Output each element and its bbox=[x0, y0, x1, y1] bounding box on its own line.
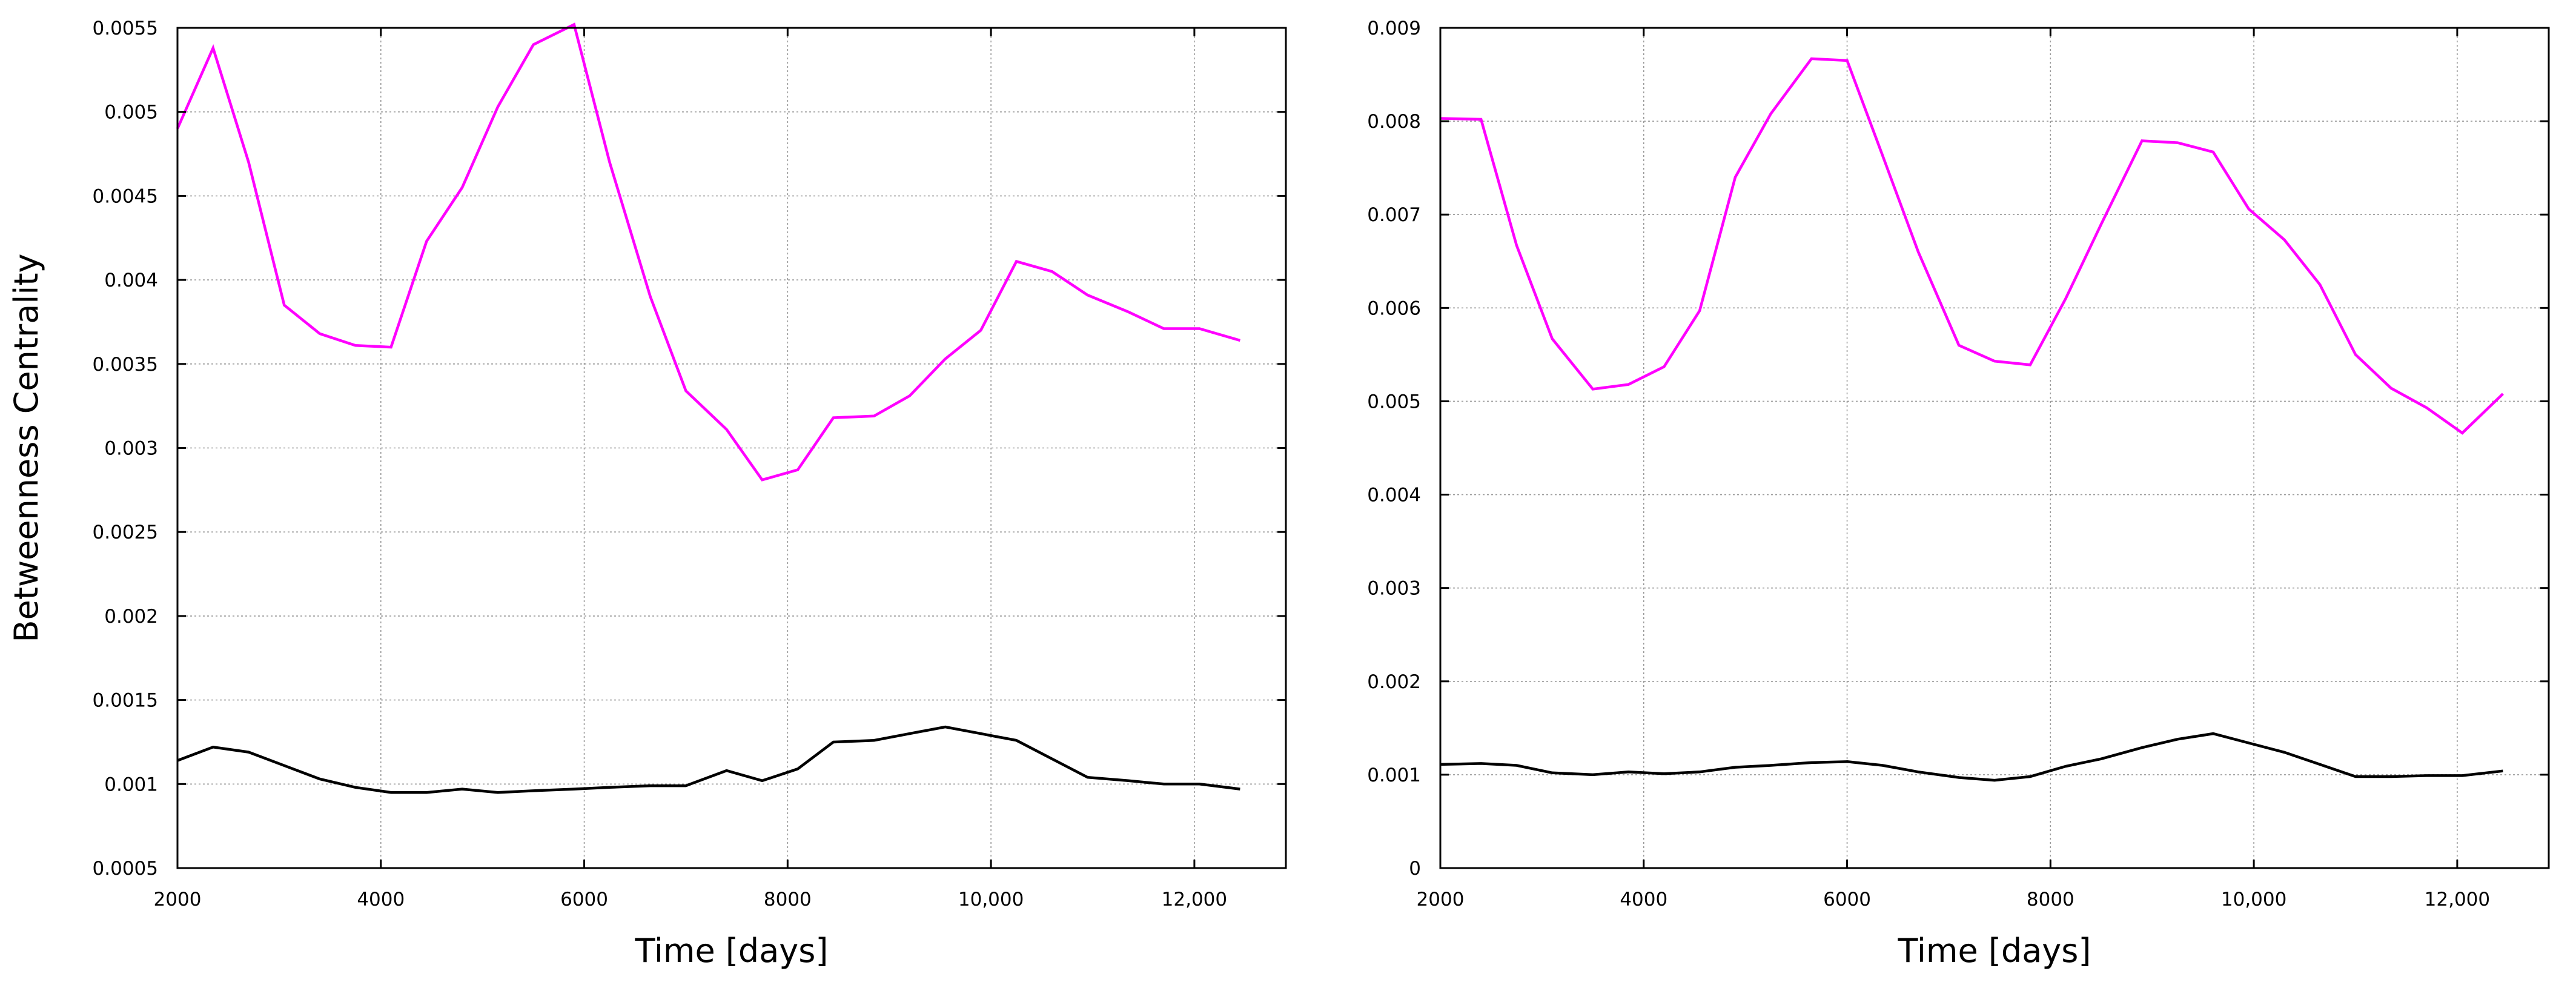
plot-frame-right bbox=[1439, 27, 2550, 869]
x-axis-title-right: Time [days] bbox=[1898, 932, 2091, 970]
y-tick-label: 0.007 bbox=[1367, 204, 1421, 226]
x-tick-label: 4000 bbox=[357, 889, 405, 910]
x-tick-label: 10,000 bbox=[2221, 889, 2286, 910]
x-tick-label: 8000 bbox=[764, 889, 812, 910]
y-tick-label: 0.0025 bbox=[93, 522, 158, 543]
y-tick-label: 0.003 bbox=[1367, 578, 1421, 600]
series-line-magenta bbox=[1440, 57, 2504, 435]
x-tick-labels-right: 2000 4000 6000 8000 10,000 12,000 bbox=[1417, 889, 2491, 910]
y-tick-label: 0.003 bbox=[104, 438, 158, 460]
x-tick-labels-left: 2000 4000 6000 8000 10,000 12,000 bbox=[154, 889, 1228, 910]
y-tick-label: 0.005 bbox=[1367, 391, 1421, 413]
y-tick-label: 0.002 bbox=[1367, 671, 1421, 693]
y-tick-label: 0.001 bbox=[1367, 764, 1421, 786]
x-tick-label: 12,000 bbox=[1162, 889, 1227, 910]
y-tick-label: 0.009 bbox=[1367, 18, 1421, 39]
grid-right bbox=[1440, 28, 2549, 868]
y-tick-label: 0.0035 bbox=[93, 354, 158, 376]
y-tick-label: 0.0045 bbox=[93, 185, 158, 207]
grid-left bbox=[177, 28, 1286, 868]
series-line-magenta bbox=[176, 22, 1241, 482]
series-line-black bbox=[1440, 732, 2503, 782]
y-tick-labels-left: 0.0005 0.001 0.0015 0.002 0.0025 0.003 0.0035 0… bbox=[93, 18, 158, 880]
x-axis-title-left: Time [days] bbox=[635, 932, 829, 970]
y-tick-label: 0.004 bbox=[104, 270, 158, 291]
y-tick-label: 0.004 bbox=[1367, 485, 1421, 506]
y-tick-label: 0.006 bbox=[1367, 297, 1421, 319]
x-tick-label: 8000 bbox=[2027, 889, 2074, 910]
x-tick-label: 6000 bbox=[1823, 889, 1871, 910]
series-group-left bbox=[176, 22, 1241, 794]
y-tick-label: 0.008 bbox=[1367, 111, 1421, 133]
y-tick-label: 0.0005 bbox=[93, 858, 158, 880]
y-tick-label: 0.0015 bbox=[93, 690, 158, 712]
x-tick-label: 12,000 bbox=[2425, 889, 2490, 910]
y-tick-label: 0 bbox=[1409, 858, 1421, 880]
y-tick-labels-right: 0 0.001 0.002 0.003 0.004 0.005 0.006 0.007 0.00… bbox=[1367, 18, 1421, 880]
series-group-right bbox=[1440, 57, 2504, 782]
x-tick-label: 6000 bbox=[560, 889, 608, 910]
series-line-black bbox=[177, 725, 1240, 794]
ticks-left bbox=[176, 27, 1286, 869]
ticks-right bbox=[1439, 27, 2549, 869]
y-tick-label: 0.005 bbox=[104, 102, 158, 124]
x-tick-label: 2000 bbox=[154, 889, 202, 910]
chart-panel-left: 2000 4000 6000 8000 10,000 12,000 0.0005 0.001… bbox=[7, 18, 1287, 970]
x-tick-label: 2000 bbox=[1417, 889, 1465, 910]
y-tick-label: 0.002 bbox=[104, 606, 158, 628]
x-tick-label: 10,000 bbox=[958, 889, 1024, 910]
y-tick-label: 0.001 bbox=[104, 774, 158, 795]
x-tick-label: 4000 bbox=[1620, 889, 1667, 910]
y-axis-title-left: Betweenness Centrality bbox=[7, 254, 45, 643]
y-tick-label: 0.0055 bbox=[93, 18, 158, 39]
chart-panel-right: 2000 4000 6000 8000 10,000 12,000 0 0.001 0.002… bbox=[1367, 18, 2550, 970]
